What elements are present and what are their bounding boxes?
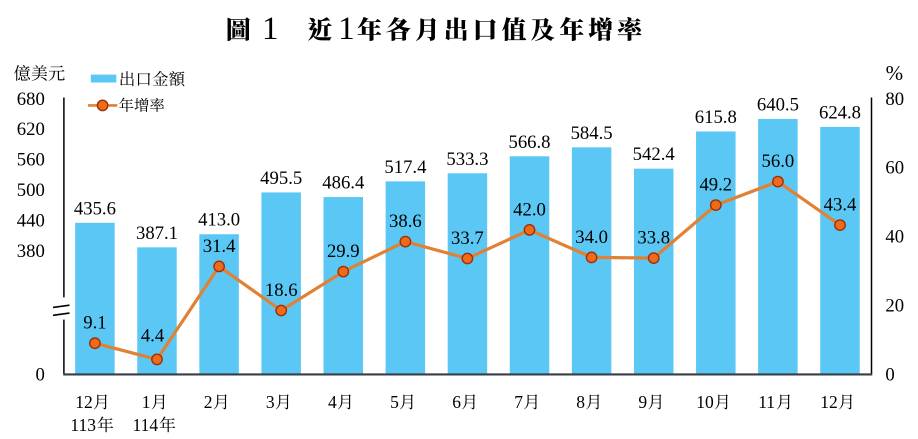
svg-text:80: 80 <box>885 89 904 110</box>
svg-text:18.6: 18.6 <box>265 280 298 301</box>
svg-text:566.8: 566.8 <box>508 132 550 153</box>
svg-text:9.1: 9.1 <box>83 313 106 334</box>
svg-text:34.0: 34.0 <box>575 227 608 248</box>
svg-text:33.8: 33.8 <box>637 228 670 249</box>
svg-text:4: 4 <box>328 392 337 412</box>
svg-text:542.4: 542.4 <box>633 144 676 165</box>
svg-text:3: 3 <box>266 392 275 412</box>
svg-text:12: 12 <box>75 392 93 412</box>
svg-text:495.5: 495.5 <box>260 168 302 189</box>
svg-text:113: 113 <box>70 415 96 435</box>
svg-text:1: 1 <box>142 392 151 412</box>
svg-text:413.0: 413.0 <box>198 210 240 231</box>
svg-text:33.7: 33.7 <box>451 228 484 249</box>
svg-text:1: 1 <box>262 11 279 47</box>
svg-text:517.4: 517.4 <box>384 157 427 178</box>
svg-text:680: 680 <box>17 89 45 110</box>
svg-text:0: 0 <box>885 364 894 385</box>
svg-text:615.8: 615.8 <box>695 107 737 128</box>
svg-text:8: 8 <box>576 392 585 412</box>
svg-text:38.6: 38.6 <box>389 211 422 232</box>
svg-text:31.4: 31.4 <box>203 236 236 257</box>
svg-text:624.8: 624.8 <box>819 102 861 123</box>
svg-text:11: 11 <box>758 392 775 412</box>
svg-text:29.9: 29.9 <box>327 241 360 262</box>
svg-text:9: 9 <box>638 392 647 412</box>
svg-text:6: 6 <box>452 392 461 412</box>
svg-text:2: 2 <box>204 392 213 412</box>
svg-text:10: 10 <box>696 392 714 412</box>
svg-text:620: 620 <box>17 119 45 140</box>
svg-text:440: 440 <box>17 211 45 232</box>
svg-text:486.4: 486.4 <box>322 173 365 194</box>
svg-text:%: % <box>886 61 904 85</box>
svg-text:20: 20 <box>885 296 904 317</box>
svg-text:640.5: 640.5 <box>757 95 799 116</box>
svg-text:56.0: 56.0 <box>762 151 795 172</box>
svg-text:42.0: 42.0 <box>513 199 546 220</box>
svg-text:49.2: 49.2 <box>699 175 732 196</box>
svg-text:0: 0 <box>35 364 44 385</box>
svg-text:60: 60 <box>885 158 904 179</box>
svg-text:7: 7 <box>514 392 523 412</box>
svg-text:584.5: 584.5 <box>571 123 613 144</box>
svg-text:1: 1 <box>338 11 355 47</box>
svg-text:500: 500 <box>17 180 45 201</box>
svg-text:380: 380 <box>17 241 45 262</box>
svg-text:387.1: 387.1 <box>136 223 178 244</box>
svg-text:12: 12 <box>820 392 838 412</box>
svg-text:114: 114 <box>133 415 159 435</box>
svg-text:435.6: 435.6 <box>74 198 116 219</box>
svg-text:4.4: 4.4 <box>141 325 165 346</box>
svg-text:43.4: 43.4 <box>824 195 857 216</box>
svg-text:560: 560 <box>17 150 45 171</box>
svg-text:40: 40 <box>885 227 904 248</box>
svg-text:5: 5 <box>390 392 399 412</box>
svg-text:533.3: 533.3 <box>446 149 488 170</box>
